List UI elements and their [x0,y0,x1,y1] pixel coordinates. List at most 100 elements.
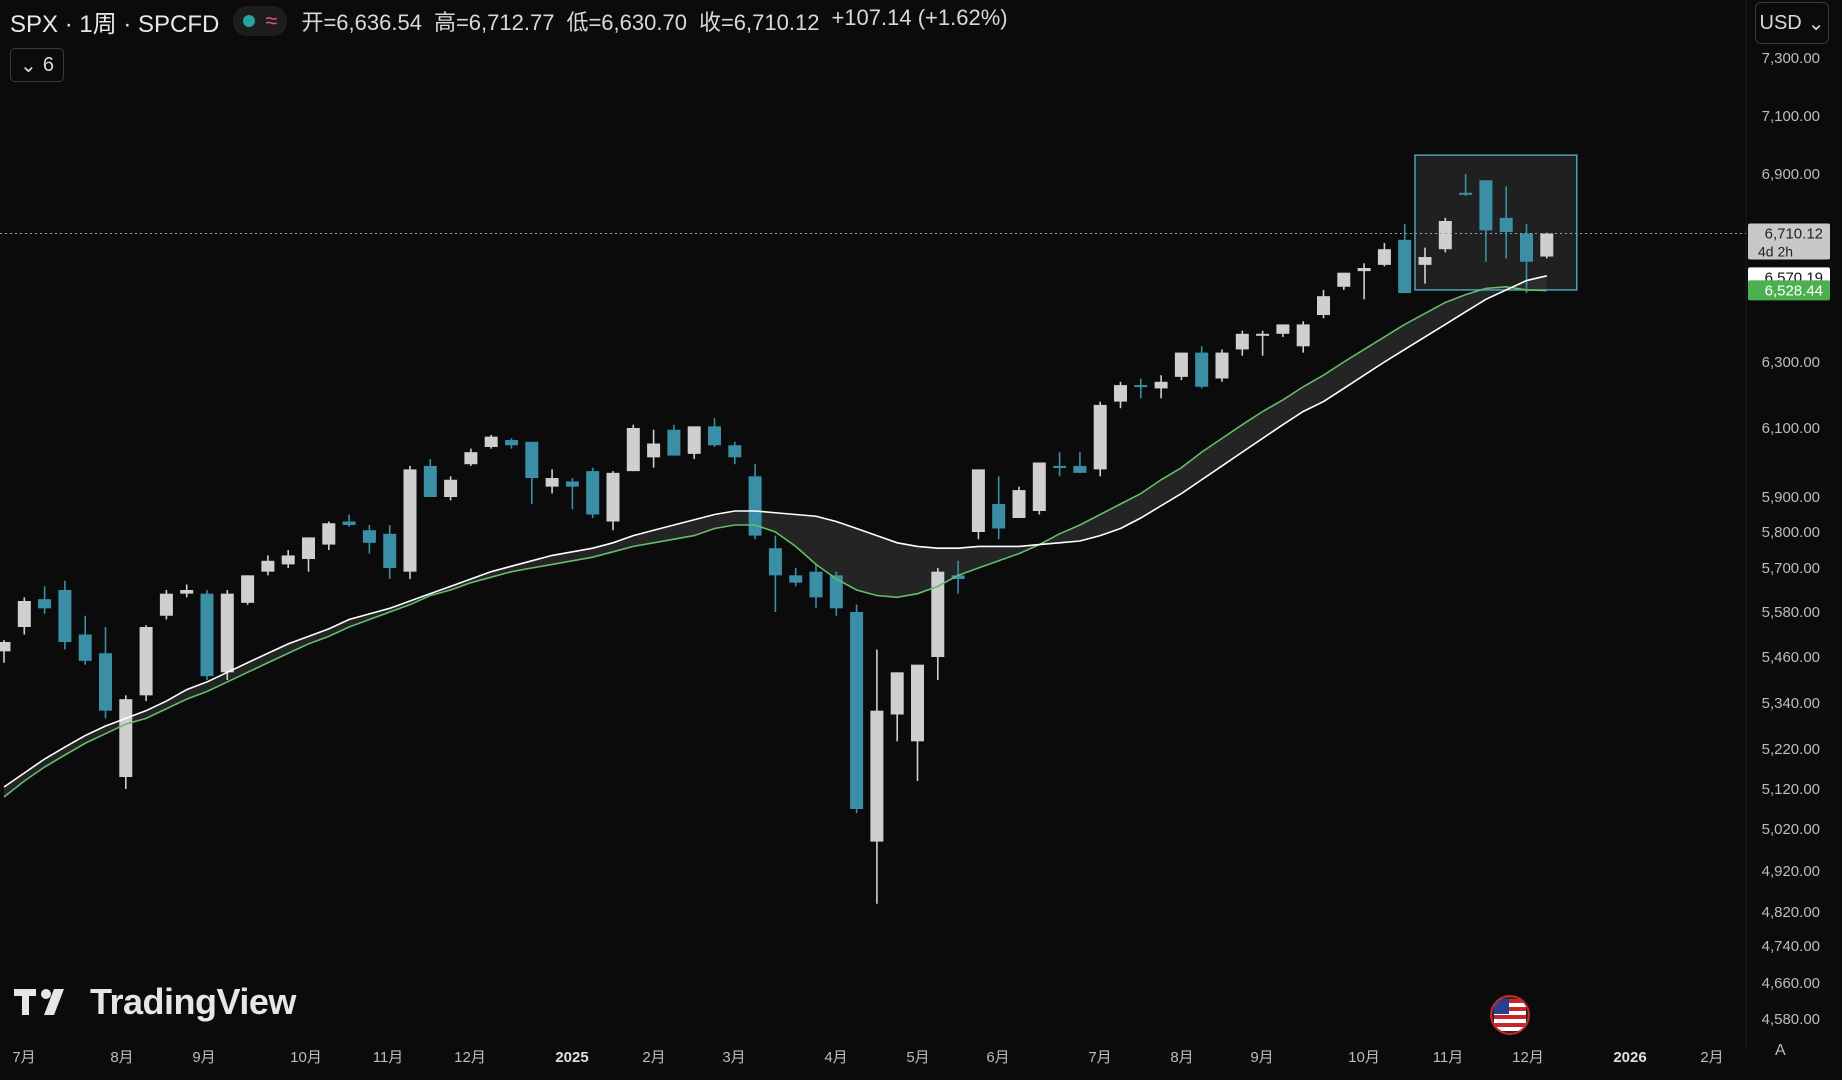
candle-body [1520,233,1533,262]
ma-slow-badge: 6,528.44 [1748,280,1830,301]
time-axis-label: 11月 [1433,1049,1464,1066]
candle-body [159,593,173,616]
candle [667,424,681,456]
price-tick-label: 5,900.00 [1762,489,1820,506]
indicators-collapse-button[interactable]: ⌄ 6 [10,48,64,82]
candle-body [890,672,904,715]
symbol-title[interactable]: SPX · 1周 · SPCFD [10,10,220,38]
time-axis-label: 5月 [906,1049,929,1066]
symbol-header: SPX · 1周 · SPCFD ≈ 开=6,636.54 高=6,712.77… [10,5,1008,38]
candle-body [1195,352,1209,387]
us-flag-event-icon[interactable] [1490,995,1530,1035]
candle-body [768,548,782,576]
candle [565,478,579,510]
candle-body [17,601,31,627]
candle [342,514,356,527]
candle [626,424,640,472]
candle [281,550,295,568]
tradingview-logo[interactable]: TradingView [14,981,296,1022]
candle [1053,452,1067,477]
candle [78,615,92,665]
candle-body [1479,180,1493,231]
candle [1357,263,1371,300]
indicator-count: 6 [42,53,54,76]
candle-body [911,664,924,742]
candle-body [58,590,72,642]
candle [890,672,904,742]
candle-body [1093,404,1107,470]
status-pill[interactable]: ≈ [233,6,288,36]
candle-body [1012,490,1026,518]
price-tick-label: 5,580.00 [1762,604,1820,621]
candle-body [748,476,762,536]
candle-body [322,523,336,545]
autoscale-button[interactable]: A [1775,1042,1786,1059]
candle [1235,330,1249,356]
candle [931,568,945,680]
candle-body [1276,324,1290,334]
candle-body [1256,333,1270,336]
candle [1540,232,1554,259]
candle-body [606,472,620,522]
candle-body [1154,381,1168,389]
candle-body [78,634,92,661]
candle-body [119,699,133,777]
price-tick-label: 6,100.00 [1762,420,1820,437]
market-open-dot-icon [243,15,256,27]
candle-body [261,560,275,572]
candle [1499,186,1513,259]
time-axis-label: 8月 [110,1049,133,1066]
candle-body [708,426,721,446]
candle-body [38,599,52,609]
candle-body [383,533,397,568]
candle [768,535,782,612]
candle [444,476,458,501]
candle [58,580,72,650]
candle [1093,401,1107,477]
candle-body [180,590,194,594]
candle [992,476,1006,540]
candle [525,441,539,504]
candle-body [1459,192,1473,195]
candle [1134,378,1148,399]
currency-button[interactable]: USD ⌄ [1755,2,1829,44]
time-axis-label: 10月 [1348,1049,1380,1066]
candle [362,525,376,554]
candle [1398,224,1412,294]
candle [789,568,803,587]
candle [200,590,214,680]
candle [505,438,518,449]
candle-body [1357,268,1371,272]
candle [403,465,417,579]
time-axis-label: 9月 [192,1049,215,1066]
ma-slow-badge-text: 6,528.44 [1765,282,1823,299]
candle-body [1317,296,1330,315]
time-axis-label: 12月 [1512,1049,1544,1066]
price-tick-label: 4,580.00 [1762,1011,1820,1028]
price-tick-label: 7,100.00 [1762,108,1820,125]
time-axis-label: 7月 [1088,1049,1111,1066]
candle [119,695,133,789]
candle-body [1073,465,1087,473]
candle-body [99,653,112,711]
time-axis-label: 9月 [1250,1049,1273,1066]
candle [971,469,985,540]
candle [870,649,884,904]
price-tick-label: 4,740.00 [1762,938,1820,955]
candle [159,590,173,620]
candle [748,464,762,540]
candle [1012,486,1026,518]
candle-body [1114,385,1127,402]
candle [951,560,965,594]
ma-fast-line [3,275,1547,788]
price-tick-label: 7,300.00 [1762,50,1820,67]
candle [99,627,112,719]
candle-body [1296,324,1310,347]
candle-body [728,445,742,458]
candle-body [362,530,376,543]
ohlc-values: 开=6,636.54 高=6,712.77 低=6,630.70 收=6,710… [301,5,1007,37]
candle [464,448,478,466]
candle [1296,321,1310,353]
candle-body [1540,233,1554,257]
